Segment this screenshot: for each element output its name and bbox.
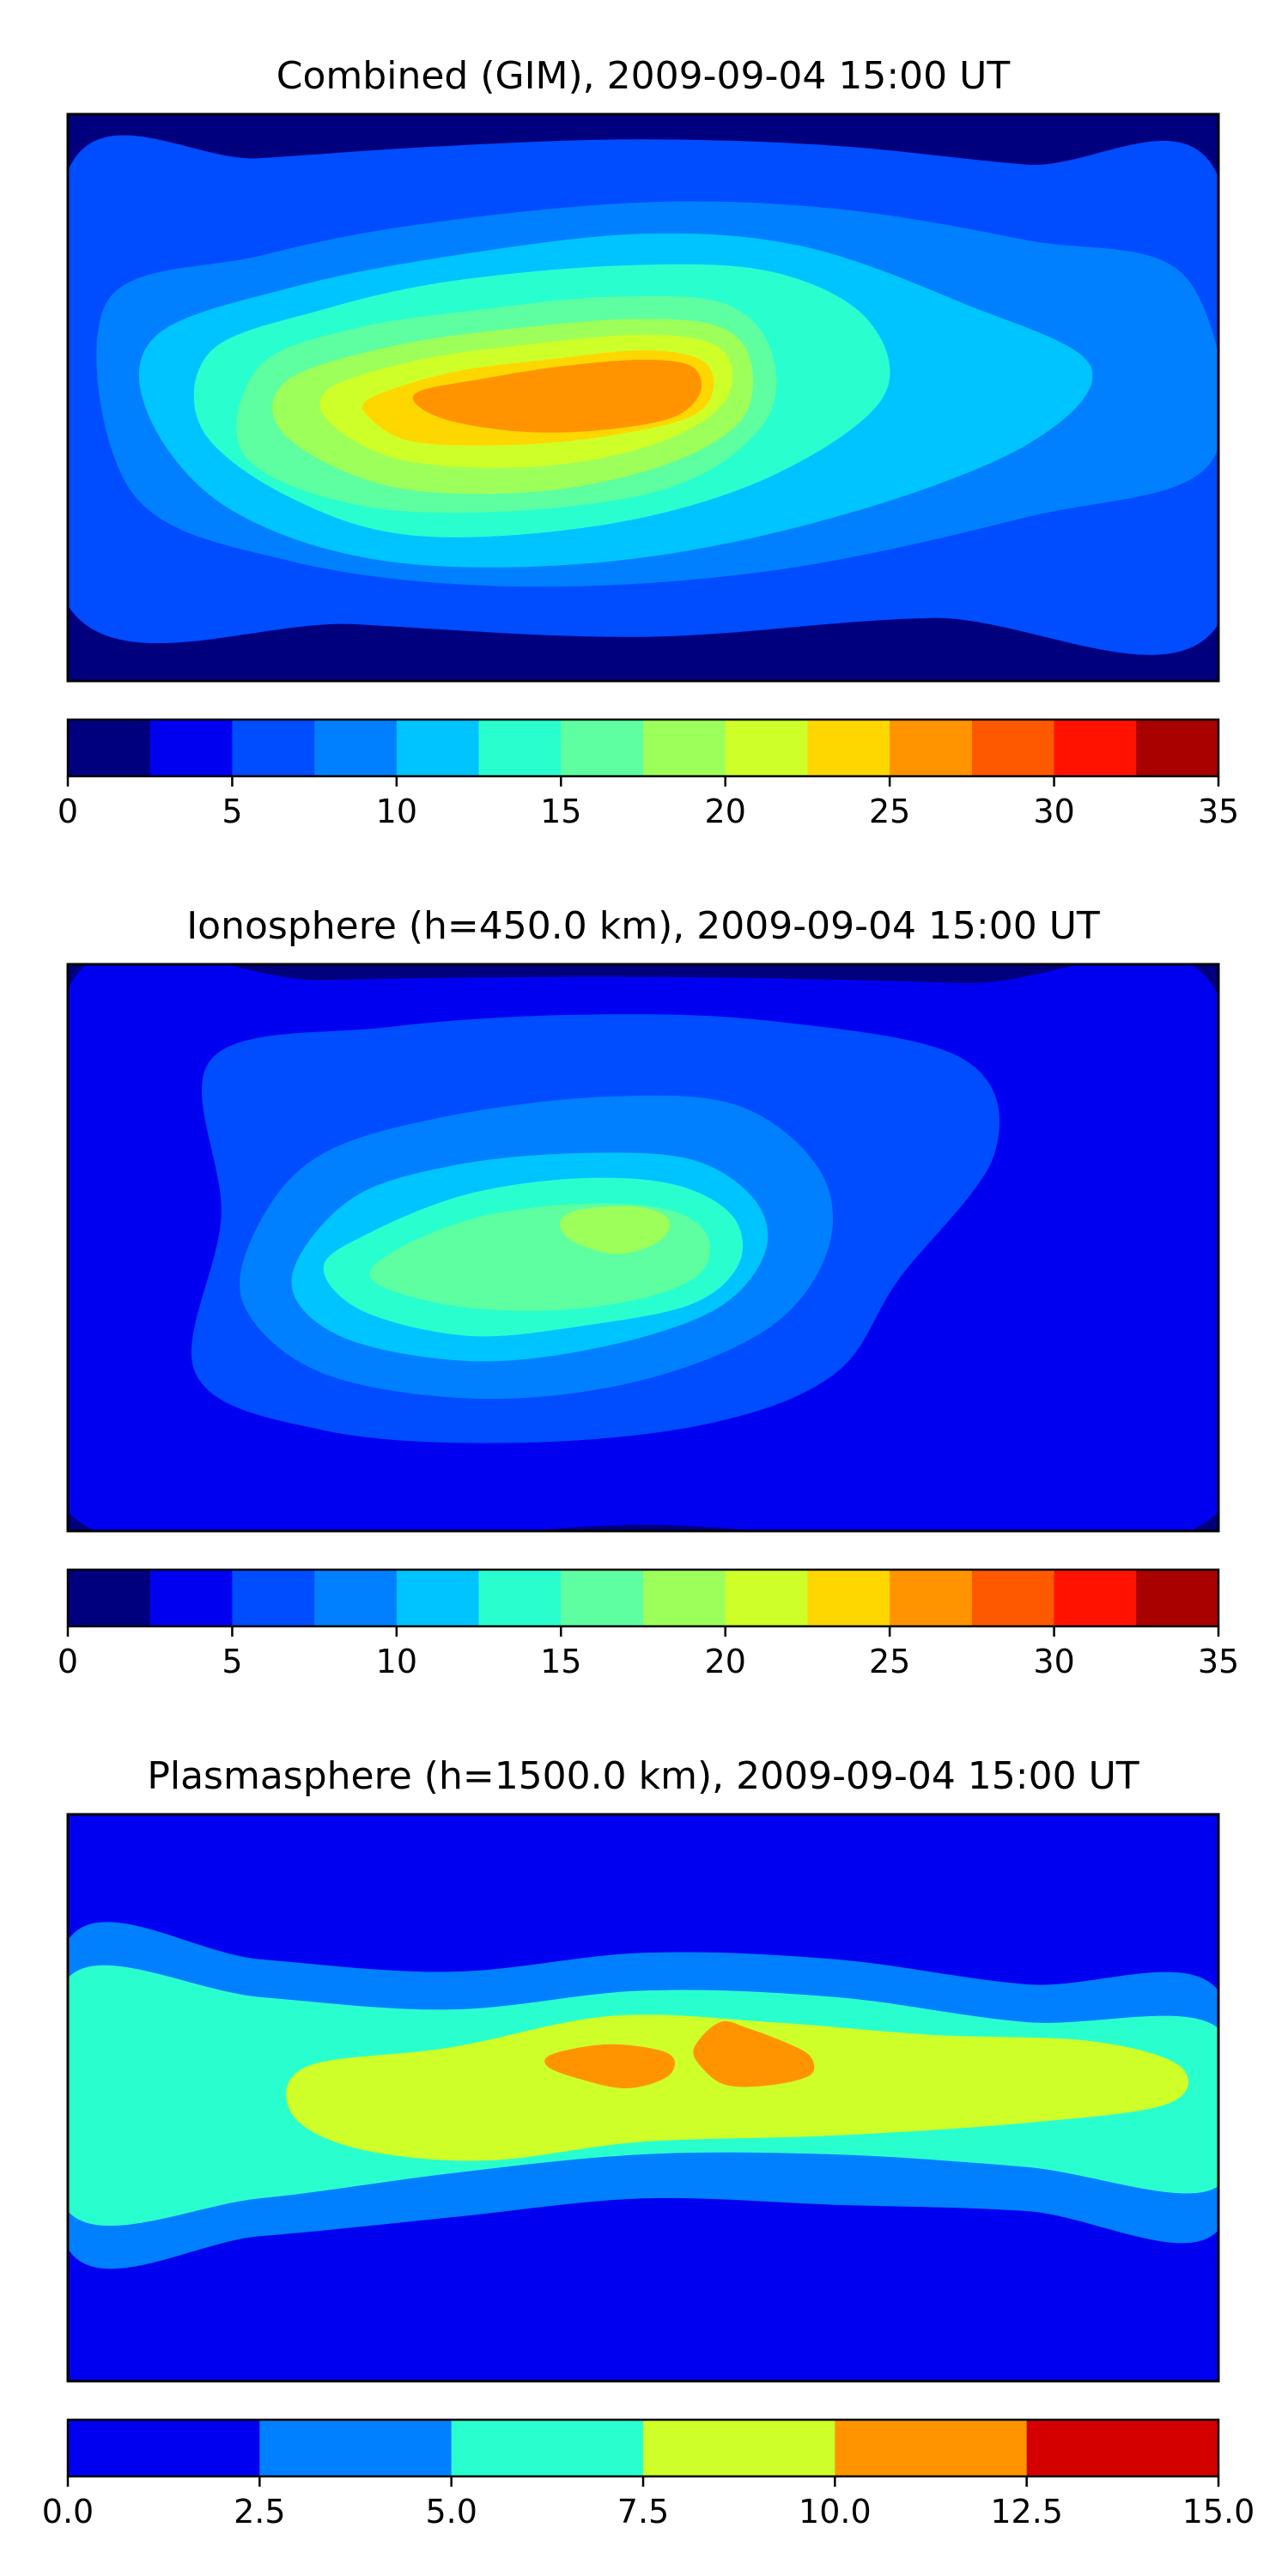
colorbar-tick-label: 15.0 <box>1182 2493 1255 2530</box>
colorbar-segment <box>314 1570 398 1626</box>
map-frame <box>66 963 1220 1533</box>
colorbar-segment <box>396 1570 480 1626</box>
colorbar-segment <box>890 1570 973 1626</box>
heatmap-fill <box>68 1814 1218 2381</box>
colorbar-tick-label: 12.5 <box>990 2493 1063 2530</box>
colorbar-tick-label: 30 <box>1033 1643 1074 1680</box>
colorbar-tick-label: 0.0 <box>42 2493 94 2530</box>
colorbar-segment <box>807 1570 890 1626</box>
colorbar-segment <box>835 2420 1028 2476</box>
colorbar-tick-label: 10 <box>376 1643 417 1680</box>
colorbar-segment <box>478 720 562 776</box>
contour-band <box>286 2014 1189 2161</box>
colorbar-tick-label: 7.5 <box>617 2493 669 2530</box>
colorbar-tick-label: 5 <box>222 1643 242 1680</box>
colorbar-tick-label: 5.0 <box>425 2493 477 2530</box>
colorbar-tick-label: 0 <box>58 1643 78 1680</box>
colorbar-tick-label: 20 <box>705 1643 746 1680</box>
colorbar-tick-label: 30 <box>1033 793 1074 830</box>
colorbar-segment <box>451 2420 644 2476</box>
heatmap-fill <box>68 964 1218 1531</box>
colorbar-tick-label: 35 <box>1198 793 1239 830</box>
colorbar-segment <box>1136 720 1219 776</box>
colorbar-segment <box>561 1570 644 1626</box>
colorbar-segment <box>971 720 1055 776</box>
map-frame <box>66 1813 1220 2383</box>
heatmap-fill <box>68 114 1218 681</box>
colorbar-tick-label: 10 <box>376 793 417 830</box>
colorbar: 0.0 2.5 5.0 7.5 10.0 12.5 15.0 <box>42 2418 1255 2530</box>
colorbar-segment <box>807 720 890 776</box>
contour-band <box>544 2044 676 2089</box>
colorbar-segment <box>643 720 726 776</box>
colorbar-frame <box>66 1568 1220 1628</box>
colorbar-segment <box>643 2420 835 2476</box>
contour-band <box>693 2020 815 2087</box>
colorbar-segment <box>149 720 234 776</box>
colorbar-segment <box>68 720 151 776</box>
colorbar-segment <box>725 720 809 776</box>
colorbar-segment <box>68 2420 260 2476</box>
colorbar-tick-label: 10.0 <box>799 2493 872 2530</box>
colorbar-frame <box>66 718 1220 778</box>
colorbar-segment <box>1136 1570 1219 1626</box>
colorbar-tick-label: 25 <box>869 1643 910 1680</box>
colorbar: 0 5 10 15 20 25 30 35 <box>58 1568 1239 1680</box>
colorbar-tick-label: 25 <box>869 793 910 830</box>
colorbar-segment <box>396 720 480 776</box>
contour-band <box>412 360 702 433</box>
colorbar-segment <box>725 1570 809 1626</box>
map-frame <box>66 112 1220 683</box>
panel-plasmasphere: Plasmasphere (h=1500.0 km), 2009-09-04 1… <box>42 1754 1255 2530</box>
colorbar-segment <box>149 1570 234 1626</box>
panel-ionosphere: Ionosphere (h=450.0 km), 2009-09-04 15:0… <box>58 904 1239 1680</box>
colorbar: 0 5 10 15 20 25 30 35 <box>58 718 1239 830</box>
colorbar-segment <box>314 720 398 776</box>
colorbar-segment <box>971 1570 1055 1626</box>
colorbar-segment <box>478 1570 562 1626</box>
colorbar-tick-label: 35 <box>1198 1643 1239 1680</box>
colorbar-segment <box>1026 2420 1219 2476</box>
colorbar-segment <box>259 2420 453 2476</box>
contour-band <box>560 1206 671 1255</box>
colorbar-tick-label: 15 <box>540 793 581 830</box>
colorbar-segment <box>561 720 644 776</box>
colorbar-segment <box>643 1570 726 1626</box>
colorbar-tick-label: 15 <box>540 1643 581 1680</box>
colorbar-segment <box>1054 1570 1137 1626</box>
panel-title: Ionosphere (h=450.0 km), 2009-09-04 15:0… <box>186 904 1100 948</box>
panel-title: Combined (GIM), 2009-09-04 15:00 UT <box>276 54 1011 98</box>
colorbar-tick-label: 5 <box>222 793 242 830</box>
colorbar-tick-label: 2.5 <box>234 2493 285 2530</box>
colorbar-segment <box>890 720 973 776</box>
colorbar-segment <box>68 1570 151 1626</box>
colorbar-segment <box>232 720 315 776</box>
panel-title: Plasmasphere (h=1500.0 km), 2009-09-04 1… <box>147 1754 1139 1798</box>
panel-combined: Combined (GIM), 2009-09-04 15:00 UT 0 5 10… <box>58 54 1239 830</box>
colorbar-segment <box>232 1570 315 1626</box>
colorbar-tick-label: 0 <box>58 793 78 830</box>
colorbar-segment <box>1054 720 1137 776</box>
colorbar-tick-label: 20 <box>705 793 746 830</box>
